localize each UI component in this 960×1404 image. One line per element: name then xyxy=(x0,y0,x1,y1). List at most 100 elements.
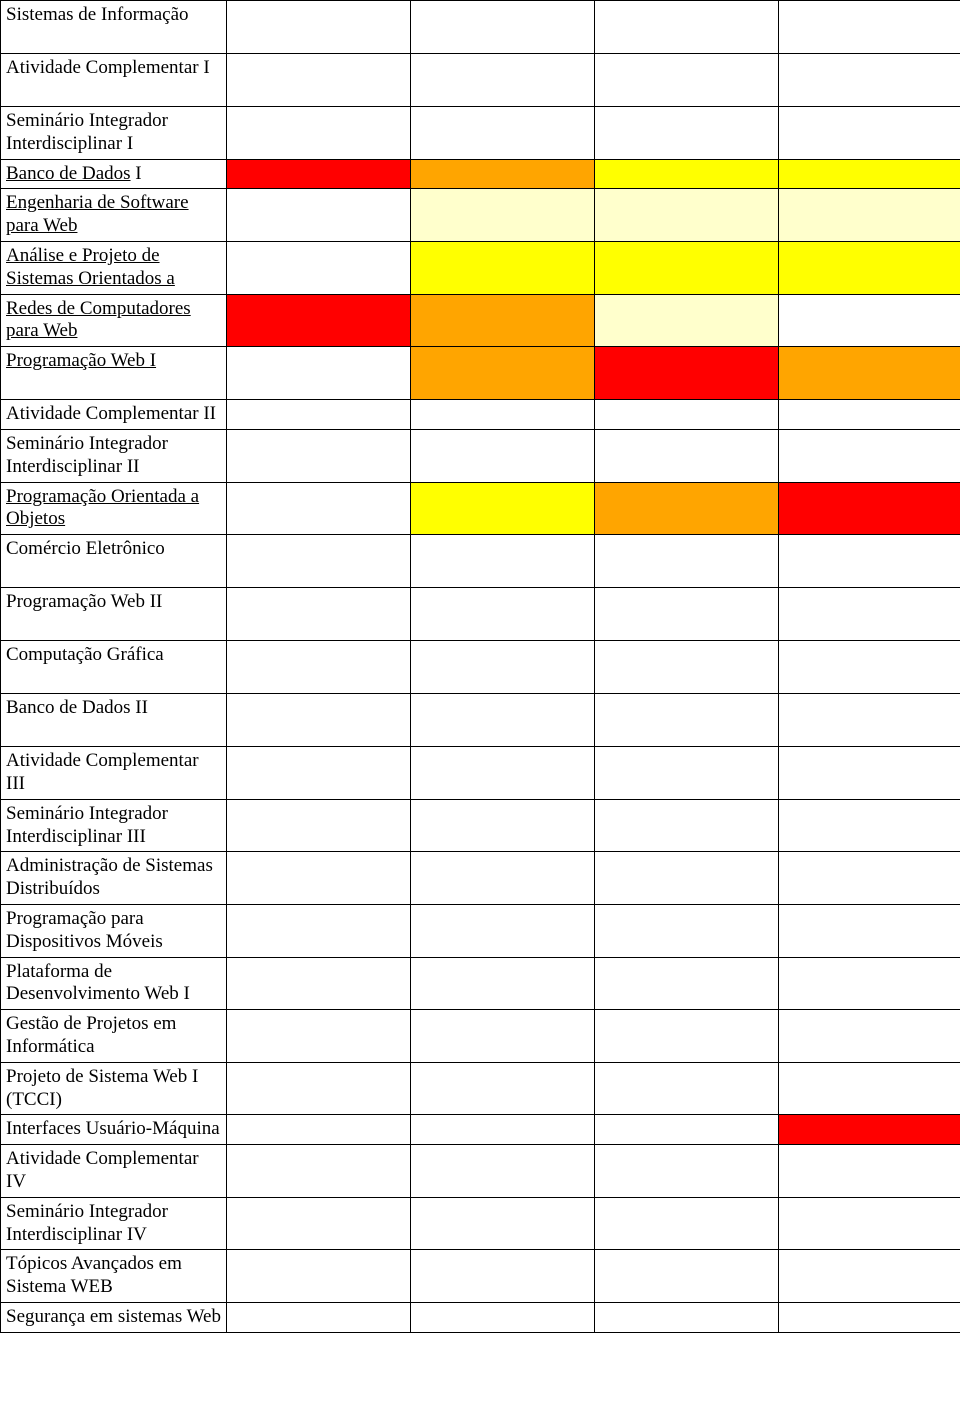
status-cell xyxy=(779,799,960,852)
row-label: Programação Web I xyxy=(1,347,227,400)
table-row: Programação Orientada a Objetos xyxy=(1,482,960,535)
row-label: Programação para Dispositivos Móveis xyxy=(1,904,227,957)
status-cell xyxy=(227,347,411,400)
status-cell xyxy=(779,641,960,694)
status-cell xyxy=(411,694,595,747)
status-cell xyxy=(779,957,960,1010)
table-row: Atividade Complementar III xyxy=(1,747,960,800)
row-label: Seminário Integrador Interdisciplinar II xyxy=(1,429,227,482)
status-cell xyxy=(595,1302,779,1332)
status-cell xyxy=(411,1010,595,1063)
status-cell xyxy=(227,1197,411,1250)
status-cell xyxy=(779,482,960,535)
row-label: Seminário Integrador Interdisciplinar II… xyxy=(1,799,227,852)
status-cell xyxy=(595,535,779,588)
status-cell xyxy=(595,588,779,641)
status-cell xyxy=(779,54,960,107)
status-cell xyxy=(411,241,595,294)
status-cell xyxy=(227,694,411,747)
status-cell xyxy=(227,1145,411,1198)
row-label: Atividade Complementar II xyxy=(1,400,227,430)
row-label: Gestão de Projetos em Informática xyxy=(1,1010,227,1063)
table-row: Banco de Dados I xyxy=(1,159,960,189)
status-cell xyxy=(779,588,960,641)
table-row: Gestão de Projetos em Informática xyxy=(1,1010,960,1063)
status-cell xyxy=(411,852,595,905)
status-cell xyxy=(411,347,595,400)
table-row: Segurança em sistemas Web xyxy=(1,1302,960,1332)
row-label: Sistemas de Informação xyxy=(1,1,227,54)
table-row: Seminário Integrador Interdisciplinar I xyxy=(1,107,960,160)
status-cell xyxy=(779,294,960,347)
row-label: Engenharia de Software para Web xyxy=(1,189,227,242)
status-cell xyxy=(595,107,779,160)
row-label: Atividade Complementar III xyxy=(1,747,227,800)
table-row: Engenharia de Software para Web xyxy=(1,189,960,242)
row-label: Comércio Eletrônico xyxy=(1,535,227,588)
status-cell xyxy=(779,159,960,189)
status-cell xyxy=(227,159,411,189)
row-label: Segurança em sistemas Web xyxy=(1,1302,227,1332)
status-cell xyxy=(227,1302,411,1332)
status-cell xyxy=(227,54,411,107)
row-label: Programação Web II xyxy=(1,588,227,641)
status-cell xyxy=(227,294,411,347)
status-cell xyxy=(227,1250,411,1303)
table-row: Banco de Dados II xyxy=(1,694,960,747)
status-cell xyxy=(595,189,779,242)
status-cell xyxy=(227,429,411,482)
status-cell xyxy=(227,641,411,694)
table-row: Programação Web I xyxy=(1,347,960,400)
status-cell xyxy=(411,189,595,242)
row-label: Plataforma de Desenvolvimento Web I xyxy=(1,957,227,1010)
table-row: Atividade Complementar II xyxy=(1,400,960,430)
status-cell xyxy=(779,1250,960,1303)
status-cell xyxy=(595,1,779,54)
status-cell xyxy=(595,1145,779,1198)
status-cell xyxy=(411,482,595,535)
status-cell xyxy=(595,347,779,400)
status-cell xyxy=(595,159,779,189)
status-cell xyxy=(411,1250,595,1303)
table-row: Comércio Eletrônico xyxy=(1,535,960,588)
table-row: Análise e Projeto de Sistemas Orientados… xyxy=(1,241,960,294)
status-cell xyxy=(779,1145,960,1198)
table-row: Projeto de Sistema Web I (TCCI) xyxy=(1,1062,960,1115)
status-cell xyxy=(227,1,411,54)
row-label: Seminário Integrador Interdisciplinar IV xyxy=(1,1197,227,1250)
row-label: Análise e Projeto de Sistemas Orientados… xyxy=(1,241,227,294)
status-cell xyxy=(411,159,595,189)
status-cell xyxy=(779,1302,960,1332)
status-cell xyxy=(595,852,779,905)
table-row: Computação Gráfica xyxy=(1,641,960,694)
table-row: Plataforma de Desenvolvimento Web I xyxy=(1,957,960,1010)
status-cell xyxy=(595,482,779,535)
status-cell xyxy=(595,400,779,430)
table-row: Interfaces Usuário-Máquina xyxy=(1,1115,960,1145)
status-cell xyxy=(227,904,411,957)
table-row: Seminário Integrador Interdisciplinar IV xyxy=(1,1197,960,1250)
status-cell xyxy=(595,294,779,347)
status-cell xyxy=(595,241,779,294)
row-label: Atividade Complementar I xyxy=(1,54,227,107)
table-row: Atividade Complementar IV xyxy=(1,1145,960,1198)
status-cell xyxy=(595,799,779,852)
row-label: Atividade Complementar IV xyxy=(1,1145,227,1198)
status-cell xyxy=(595,54,779,107)
table-row: Programação para Dispositivos Móveis xyxy=(1,904,960,957)
status-cell xyxy=(595,1062,779,1115)
status-cell xyxy=(227,1010,411,1063)
status-cell xyxy=(227,588,411,641)
table-row: Sistemas de Informação xyxy=(1,1,960,54)
status-cell xyxy=(779,1,960,54)
status-cell xyxy=(595,641,779,694)
status-cell xyxy=(227,1062,411,1115)
status-cell xyxy=(411,799,595,852)
status-cell xyxy=(779,347,960,400)
status-cell xyxy=(779,904,960,957)
status-cell xyxy=(779,429,960,482)
status-cell xyxy=(595,429,779,482)
status-cell xyxy=(411,1197,595,1250)
status-cell xyxy=(411,1,595,54)
status-cell xyxy=(779,1197,960,1250)
